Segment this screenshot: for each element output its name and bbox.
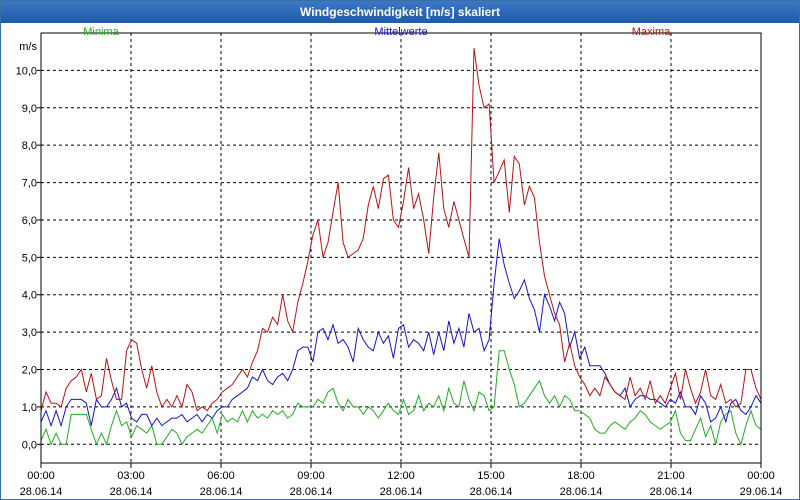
- x-tick-time: 18:00: [567, 470, 595, 482]
- legend-mittelwerte: Mittelwerte: [374, 26, 427, 38]
- legend-minima: Minima: [83, 26, 119, 38]
- plot-frame: [40, 32, 762, 464]
- x-tick-date: 28.06.14: [290, 486, 333, 498]
- y-tick-label: 10,0: [16, 65, 37, 77]
- y-tick-label: 0,0: [22, 439, 37, 451]
- y-tick-label: 3,0: [22, 327, 37, 339]
- y-tick-label: 8,0: [22, 140, 37, 152]
- x-tick-date: 28.06.14: [110, 486, 153, 498]
- x-tick-date: 28.06.14: [650, 486, 693, 498]
- x-tick-time: 12:00: [387, 470, 415, 482]
- x-tick-time: 00:00: [747, 470, 775, 482]
- window-title: Windgeschwindigkeit [m/s] skaliert: [1, 1, 799, 23]
- wind-speed-chart: 0,0 1,0 2,0 3,0 4,0 5,0 6,0 7,0 8,0 9,0 10,0 m/s 00:…: [16, 26, 783, 498]
- y-tick-label: 9,0: [22, 103, 37, 115]
- series-line-mittelwerte: [40, 238, 762, 428]
- series-line-maxima: [40, 47, 762, 412]
- y-tick-label: 1,0: [22, 402, 37, 414]
- y-tick-label: 7,0: [22, 178, 37, 190]
- y-tick-label: 2,0: [22, 365, 37, 377]
- x-tick-time: 09:00: [297, 470, 325, 482]
- y-axis-label: m/s: [19, 41, 37, 53]
- x-tick-date: 28.06.14: [20, 486, 63, 498]
- x-tick-date: 28.06.14: [200, 486, 243, 498]
- y-tick-label: 5,0: [22, 252, 37, 264]
- x-tick-date: 28.06.14: [470, 486, 513, 498]
- y-tick-label: 4,0: [22, 290, 37, 302]
- x-tick-time: 00:00: [27, 470, 55, 482]
- y-tick-label: 6,0: [22, 215, 37, 227]
- x-tick-date: 29.06.14: [740, 486, 783, 498]
- x-tick-time: 06:00: [207, 470, 235, 482]
- x-tick-date: 28.06.14: [380, 486, 423, 498]
- x-tick-time: 03:00: [117, 470, 145, 482]
- x-tick-date: 28.06.14: [560, 486, 603, 498]
- series-line-minima: [40, 350, 762, 446]
- legend-maxima: Maxima: [632, 26, 671, 38]
- x-tick-time: 21:00: [657, 470, 685, 482]
- x-tick-time: 15:00: [477, 470, 505, 482]
